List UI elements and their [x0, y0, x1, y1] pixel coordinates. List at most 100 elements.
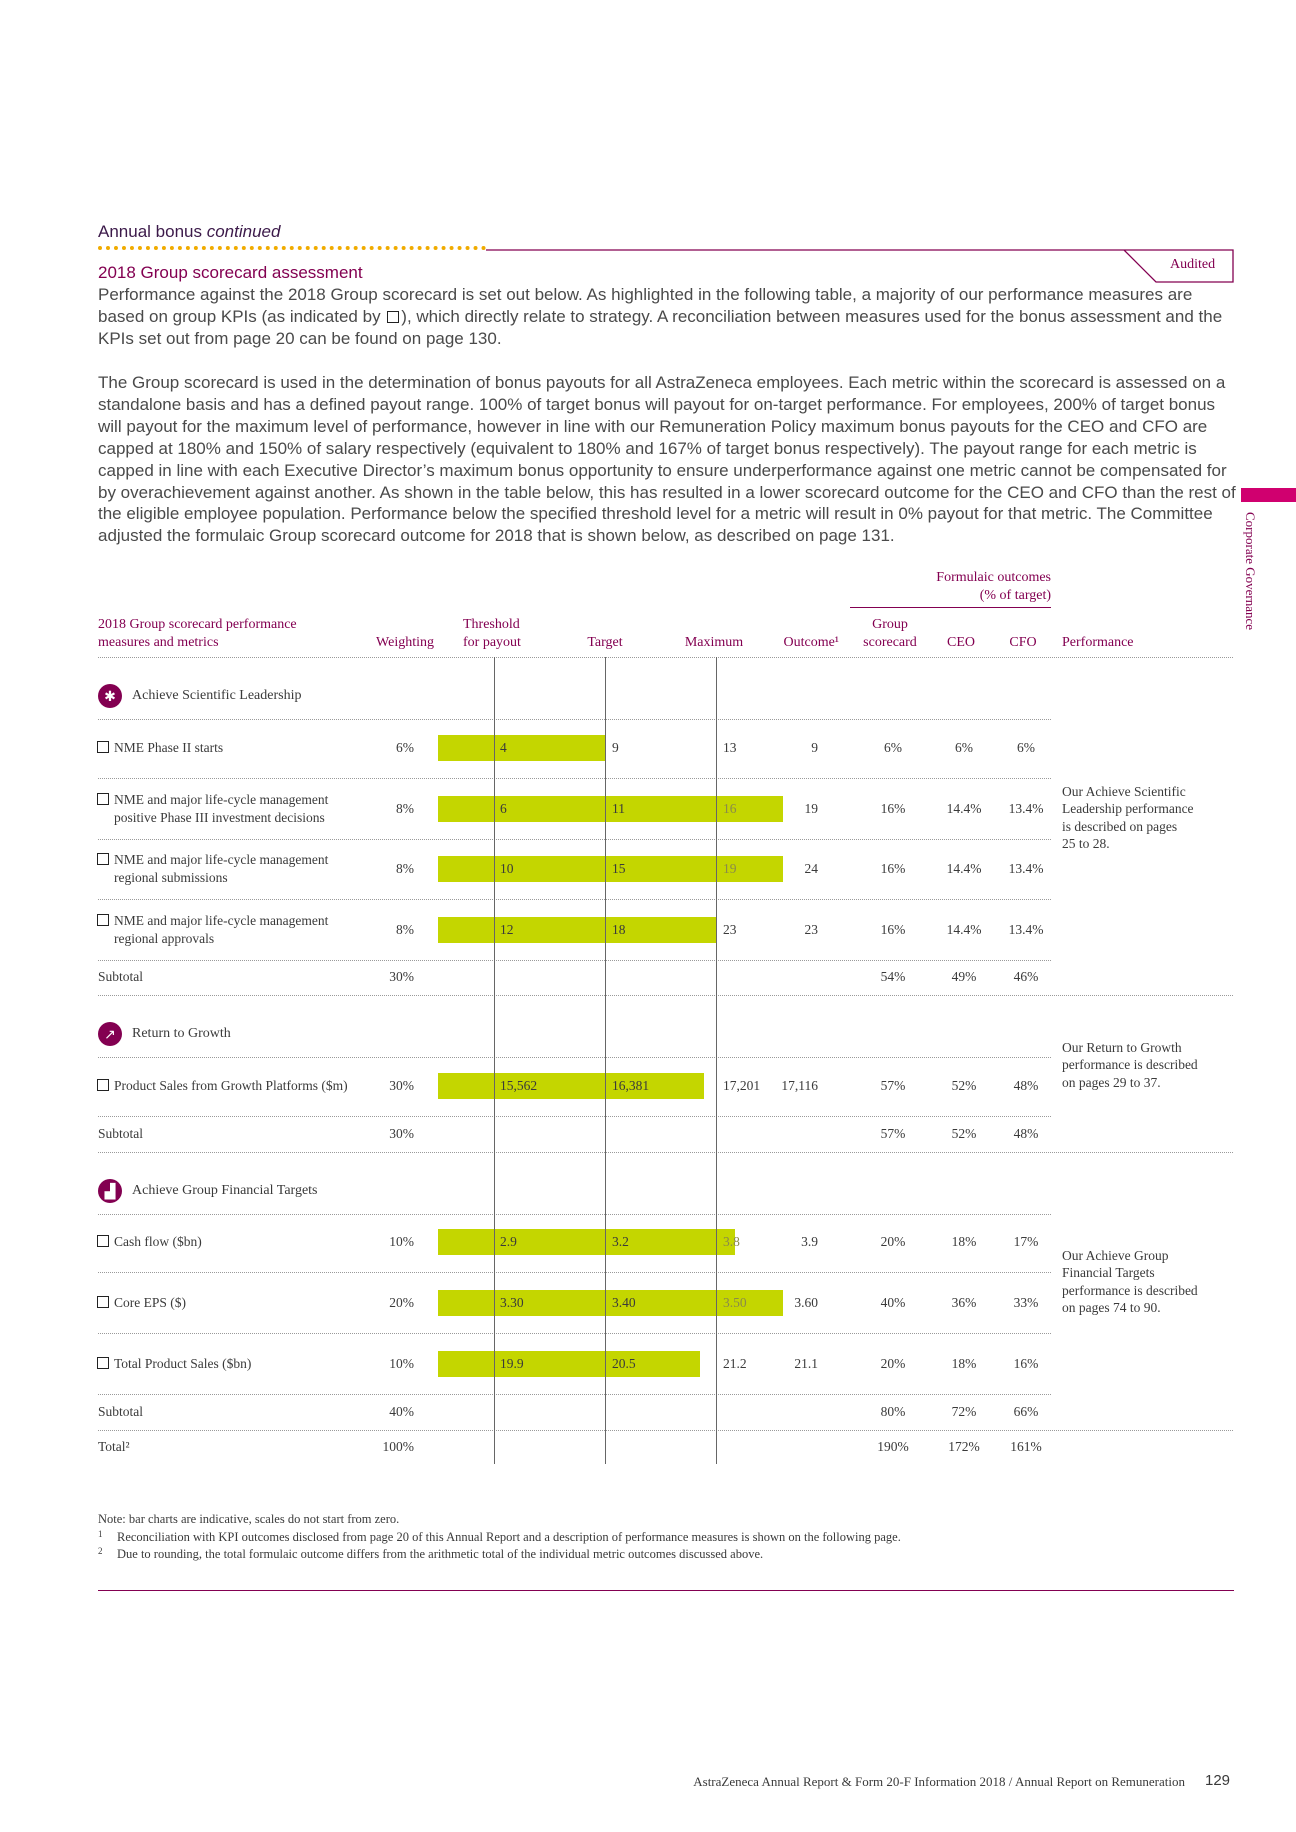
target: 11 [612, 800, 625, 816]
target: 3.2 [612, 1233, 629, 1249]
ceo-outcome: 18% [951, 1355, 977, 1371]
group-outcome: 40% [880, 1294, 906, 1310]
ceo-outcome: 18% [951, 1233, 977, 1249]
row-separator [98, 719, 1051, 720]
section-title: Achieve Group Financial Targets [132, 1182, 318, 1198]
subtotal-label: Subtotal [98, 1403, 144, 1419]
maximum: 13 [723, 739, 737, 755]
column-header: CFO [1009, 634, 1037, 650]
outcome: 9 [811, 739, 818, 755]
row-separator [98, 1430, 1233, 1431]
row-separator [98, 839, 1051, 840]
weighting: 20% [389, 1294, 414, 1310]
section-title: Achieve Scientific Leadership [132, 687, 302, 703]
row-separator [98, 1057, 1051, 1058]
column-line [605, 657, 606, 1464]
subtotal-group: 54% [880, 968, 906, 984]
cfo-outcome: 33% [1013, 1294, 1039, 1310]
kpi-icon [97, 741, 109, 753]
weighting: 8% [396, 860, 414, 876]
outcome: 23 [804, 921, 819, 937]
subtotal-label: Subtotal [98, 1125, 144, 1141]
footnote-marker: 1 [98, 1528, 103, 1539]
metric-label: regional approvals [114, 930, 215, 946]
column-header: Weighting [376, 634, 434, 650]
bar [438, 1229, 735, 1255]
cfo-outcome: 6% [1017, 739, 1035, 755]
group-header-rule [850, 607, 1051, 608]
maximum: 19 [723, 860, 737, 876]
row-separator [98, 1214, 1051, 1215]
performance-note: 25 to 28. [1062, 836, 1110, 852]
row-separator [98, 1272, 1051, 1273]
column-header: for payout [463, 634, 521, 650]
target: 18 [612, 921, 626, 937]
ceo-outcome: 52% [951, 1077, 977, 1093]
threshold: 6 [500, 800, 507, 816]
performance-note: performance is described [1062, 1057, 1198, 1073]
metric-label: Cash flow ($bn) [114, 1233, 202, 1249]
bottom-rule [98, 1590, 1234, 1591]
threshold: 3.30 [500, 1294, 524, 1310]
cfo-outcome: 13.4% [1008, 860, 1044, 876]
group-outcome: 57% [880, 1077, 906, 1093]
column-header: 2018 Group scorecard performance [98, 616, 297, 632]
maximum: 3.50 [723, 1294, 747, 1310]
target: 15 [612, 860, 626, 876]
bar [438, 856, 783, 882]
side-tab [1241, 488, 1296, 502]
performance-note: Leadership performance [1062, 801, 1194, 817]
bar [438, 917, 716, 943]
outcome: 19 [804, 800, 819, 816]
subtotal-ceo: 52% [951, 1125, 977, 1141]
group-outcome: 6% [884, 739, 902, 755]
total-weighting: 100% [382, 1438, 415, 1454]
section-icon: ↗ [98, 1022, 122, 1046]
metric-label: Core EPS ($) [114, 1294, 186, 1310]
kpi-icon [387, 310, 400, 323]
section-title: Annual bonus continued [98, 222, 280, 242]
metric-label: NME and major life-cycle management [114, 912, 329, 928]
column-header: scorecard [863, 634, 917, 650]
weighting: 10% [389, 1233, 414, 1249]
metric-label: NME and major life-cycle management [114, 851, 329, 867]
group-outcome: 16% [880, 800, 906, 816]
group-outcome: 16% [880, 860, 906, 876]
performance-note: on pages 29 to 37. [1062, 1074, 1161, 1090]
audited-rule [486, 249, 1234, 283]
weighting: 10% [389, 1355, 414, 1371]
kpi-icon [97, 853, 109, 865]
kpi-icon [97, 793, 109, 805]
column-header: Outcome¹ [783, 634, 839, 650]
threshold: 12 [500, 921, 514, 937]
kpi-icon [97, 1079, 109, 1091]
subtotal-group: 80% [880, 1403, 906, 1419]
row-separator [98, 1116, 1051, 1117]
threshold: 2.9 [500, 1233, 517, 1249]
metric-label: positive Phase III investment decisions [114, 809, 325, 825]
subtotal-cfo: 66% [1013, 1403, 1039, 1419]
column-line [494, 657, 495, 1464]
ceo-outcome: 36% [951, 1294, 977, 1310]
group-outcome: 20% [880, 1233, 906, 1249]
cfo-outcome: 16% [1013, 1355, 1039, 1371]
section-icon: ✱ [98, 684, 122, 708]
row-separator [98, 1333, 1051, 1334]
ceo-outcome: 14.4% [946, 800, 982, 816]
performance-note: performance is described [1062, 1282, 1198, 1298]
row-separator [98, 899, 1051, 900]
section-title: Return to Growth [132, 1025, 231, 1041]
cfo-outcome: 48% [1013, 1077, 1039, 1093]
subtotal-weighting: 40% [389, 1403, 414, 1419]
row-separator [98, 1394, 1051, 1395]
subtotal-group: 57% [880, 1125, 906, 1141]
page-number: 129 [1205, 1772, 1231, 1789]
total-label: Total² [98, 1438, 130, 1454]
maximum: 16 [723, 800, 737, 816]
bar [438, 796, 783, 822]
metric-label: Product Sales from Growth Platforms ($m) [114, 1077, 348, 1093]
performance-note: on pages 74 to 90. [1062, 1300, 1161, 1316]
cfo-outcome: 17% [1013, 1233, 1039, 1249]
weighting: 6% [396, 739, 414, 755]
